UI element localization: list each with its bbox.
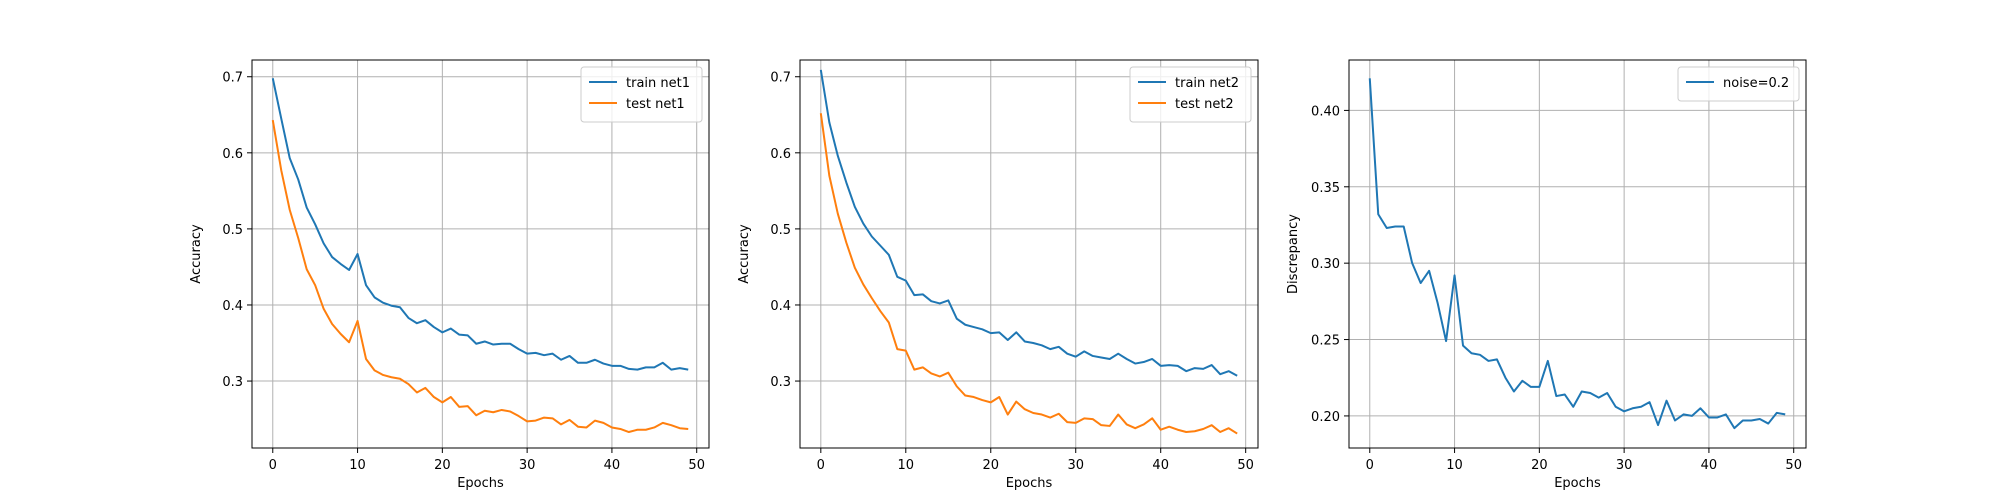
y-axis-label: Accuracy bbox=[737, 224, 752, 284]
x-tick-label: 40 bbox=[1701, 458, 1718, 473]
legend-box bbox=[580, 66, 703, 123]
x-tick-label: 40 bbox=[1152, 458, 1169, 473]
legend-label: test net1 bbox=[626, 97, 685, 112]
y-tick-label: 0.4 bbox=[770, 299, 791, 314]
legend: train net1 test net1 bbox=[580, 66, 703, 123]
axes-frame bbox=[251, 59, 710, 449]
x-tick-label: 30 bbox=[519, 458, 536, 473]
x-tick-label: 10 bbox=[1446, 458, 1463, 473]
x-tick-label: 50 bbox=[1237, 458, 1254, 473]
legend-label: train net2 bbox=[1175, 76, 1239, 91]
legend-box bbox=[1129, 66, 1252, 123]
y-tick-label: 0.35 bbox=[1311, 181, 1340, 196]
x-tick-label: 10 bbox=[898, 458, 915, 473]
x-tick-label: 20 bbox=[982, 458, 999, 473]
legend-label: noise=0.2 bbox=[1723, 76, 1789, 91]
series-line-2 bbox=[271, 119, 689, 434]
y-tick-label: 0.7 bbox=[222, 71, 243, 86]
axes-frame bbox=[1348, 59, 1807, 449]
chart-panel-1: 0 10 20 30 40 50 0.3 0.4 0.5 0.6 0.7 Epochs Accuracy… bbox=[189, 59, 710, 491]
axes-frame bbox=[799, 59, 1259, 449]
y-tick-label: 0.40 bbox=[1311, 104, 1340, 119]
legend: noise=0.2 bbox=[1677, 66, 1800, 102]
x-tick-label: 0 bbox=[269, 458, 277, 473]
y-tick-label: 0.4 bbox=[222, 299, 243, 314]
chart-panel-3: 0 10 20 30 40 50 0.20 0.25 0.30 0.35 0.40 Epochs Dis… bbox=[1286, 59, 1807, 491]
x-tick-label: 0 bbox=[1366, 458, 1374, 473]
y-tick-label: 0.3 bbox=[770, 375, 791, 390]
y-axis-label: Discrepancy bbox=[1286, 214, 1301, 294]
x-tick-label: 40 bbox=[604, 458, 621, 473]
legend-box bbox=[1677, 66, 1800, 102]
series-line-1 bbox=[1368, 78, 1786, 430]
y-tick-label: 0.25 bbox=[1311, 334, 1340, 349]
legend: train net2 test net2 bbox=[1129, 66, 1252, 123]
series-line-1 bbox=[819, 69, 1238, 377]
x-tick-label: 0 bbox=[817, 458, 825, 473]
y-tick-label: 0.3 bbox=[222, 375, 243, 390]
x-axis-label: Epochs bbox=[457, 476, 504, 491]
y-tick-label: 0.6 bbox=[770, 147, 791, 162]
y-tick-label: 0.5 bbox=[770, 223, 791, 238]
series-line-1 bbox=[271, 78, 689, 371]
x-tick-label: 10 bbox=[349, 458, 366, 473]
legend-label: train net1 bbox=[626, 76, 690, 91]
y-tick-label: 0.20 bbox=[1311, 410, 1340, 425]
legend-label: test net2 bbox=[1175, 97, 1234, 112]
x-tick-label: 20 bbox=[434, 458, 451, 473]
x-tick-label: 50 bbox=[688, 458, 705, 473]
x-axis-label: Epochs bbox=[1554, 476, 1601, 491]
y-tick-label: 0.7 bbox=[770, 71, 791, 86]
y-tick-label: 0.30 bbox=[1311, 257, 1340, 272]
series-line-2 bbox=[819, 113, 1238, 435]
x-tick-label: 20 bbox=[1531, 458, 1548, 473]
x-tick-label: 30 bbox=[1616, 458, 1633, 473]
x-axis-label: Epochs bbox=[1006, 476, 1053, 491]
y-tick-label: 0.6 bbox=[222, 147, 243, 162]
x-tick-label: 30 bbox=[1067, 458, 1084, 473]
chart-panel-2: 0 10 20 30 40 50 0.3 0.4 0.5 0.6 0.7 Epochs Accuracy… bbox=[737, 59, 1259, 491]
y-tick-label: 0.5 bbox=[222, 223, 243, 238]
y-axis-label: Accuracy bbox=[189, 224, 204, 284]
x-tick-label: 50 bbox=[1785, 458, 1802, 473]
